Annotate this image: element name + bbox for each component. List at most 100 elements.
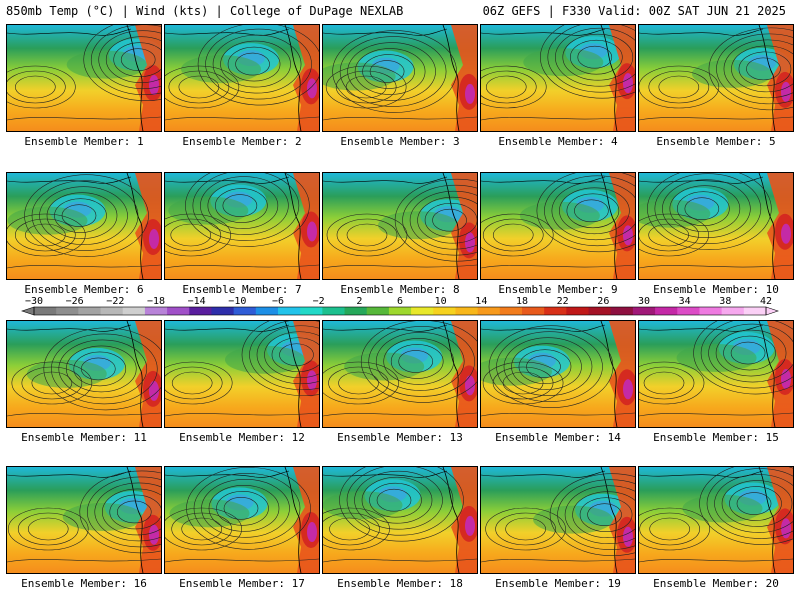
temperature-map xyxy=(481,25,635,131)
colorbar-segment xyxy=(322,307,346,315)
ensemble-member-map xyxy=(164,466,320,574)
colorbar-segment xyxy=(255,307,279,315)
colorbar-segment xyxy=(743,307,767,315)
temperature-map xyxy=(481,467,635,573)
temperature-map xyxy=(165,321,319,427)
ensemble-member-map xyxy=(638,320,794,428)
colorbar-segment xyxy=(344,307,368,315)
ensemble-member-map xyxy=(6,172,162,280)
ensemble-member-label: Ensemble Member: 7 xyxy=(182,283,302,296)
ensemble-member-label: Ensemble Member: 19 xyxy=(495,577,621,590)
temperature-map xyxy=(165,173,319,279)
temperature-map xyxy=(639,321,793,427)
ensemble-member-map xyxy=(638,466,794,574)
ensemble-member-map xyxy=(164,320,320,428)
chart-title: 850mb Temp (°C) | Wind (kts) | College o… xyxy=(6,4,404,18)
ensemble-member-map xyxy=(322,466,478,574)
colorbar-tick-label: 14 xyxy=(475,296,488,307)
ensemble-member-map xyxy=(480,320,636,428)
colorbar-tick-label: 26 xyxy=(597,296,610,307)
colorbar-tick-label: 2 xyxy=(356,296,363,307)
colorbar-segment xyxy=(610,307,634,315)
temperature-map xyxy=(7,467,161,573)
colorbar-segment xyxy=(455,307,479,315)
ensemble-member-label: Ensemble Member: 14 xyxy=(495,431,621,444)
colorbar-segment xyxy=(278,307,301,315)
ensemble-member-map xyxy=(6,320,162,428)
colorbar-segment xyxy=(477,307,501,315)
colorbar-segment xyxy=(411,307,434,315)
ensemble-member-label: Ensemble Member: 9 xyxy=(498,283,618,296)
colorbar-segment xyxy=(632,307,656,315)
colorbar-tick-label: 30 xyxy=(637,296,651,307)
ensemble-member-map xyxy=(638,24,794,132)
colorbar-tick-label: 6 xyxy=(396,296,404,307)
colorbar-segment xyxy=(122,307,146,315)
colorbar-segment xyxy=(499,307,523,315)
colorbar-segment xyxy=(100,307,124,315)
colorbar-segment xyxy=(699,307,723,315)
ensemble-member-map xyxy=(322,172,478,280)
colorbar-segment xyxy=(721,307,745,315)
colorbar-tick-label: 38 xyxy=(719,296,732,307)
colorbar-segment xyxy=(655,307,678,315)
temperature-map xyxy=(7,25,161,131)
ensemble-member-label: Ensemble Member: 8 xyxy=(340,283,460,296)
colorbar-segment xyxy=(34,307,57,315)
colorbar-tick-label: 42 xyxy=(759,296,773,307)
ensemble-member-label: Ensemble Member: 4 xyxy=(498,135,618,148)
colorbar-segment xyxy=(433,307,456,315)
temperature-map xyxy=(7,173,161,279)
ensemble-member-map xyxy=(480,466,636,574)
colorbar-graphic xyxy=(21,306,779,316)
colorbar-segment xyxy=(366,307,390,315)
colorbar-tick-label: 10 xyxy=(434,296,447,307)
ensemble-member-map xyxy=(638,172,794,280)
ensemble-member-map xyxy=(480,172,636,280)
temperature-map xyxy=(481,321,635,427)
colorbar-tick-label: −26 xyxy=(65,296,84,307)
colorbar-tick-label: 22 xyxy=(556,296,569,307)
temperature-map xyxy=(7,321,161,427)
ensemble-member-label: Ensemble Member: 18 xyxy=(337,577,463,590)
colorbar-tick-label: −14 xyxy=(187,296,206,307)
temperature-map xyxy=(639,467,793,573)
temperature-map xyxy=(639,173,793,279)
ensemble-member-label: Ensemble Member: 12 xyxy=(179,431,305,444)
ensemble-member-label: Ensemble Member: 20 xyxy=(653,577,779,590)
colorbar-tick-label: −10 xyxy=(228,296,247,307)
ensemble-member-label: Ensemble Member: 15 xyxy=(653,431,779,444)
temperature-map xyxy=(323,467,477,573)
temperature-map xyxy=(323,173,477,279)
colorbar-segment xyxy=(211,307,235,315)
ensemble-member-label: Ensemble Member: 10 xyxy=(653,283,779,296)
model-run-info: 06Z GEFS | F330 Valid: 00Z SAT JUN 21 20… xyxy=(482,4,786,18)
colorbar-segment xyxy=(566,307,590,315)
colorbar-tick-label: −18 xyxy=(146,296,166,307)
temperature-map xyxy=(165,467,319,573)
colorbar-tick-label: −22 xyxy=(106,296,125,307)
ensemble-member-label: Ensemble Member: 5 xyxy=(656,135,776,148)
ensemble-member-label: Ensemble Member: 2 xyxy=(182,135,302,148)
colorbar-max-arrow xyxy=(765,306,779,316)
ensemble-member-map xyxy=(164,24,320,132)
colorbar-segment xyxy=(588,307,612,315)
colorbar-segment xyxy=(144,307,168,315)
colorbar-tick-label: −6 xyxy=(271,296,285,307)
ensemble-member-map xyxy=(6,24,162,132)
ensemble-member-map xyxy=(6,466,162,574)
temperature-map xyxy=(323,321,477,427)
temperature-map xyxy=(481,173,635,279)
ensemble-member-label: Ensemble Member: 11 xyxy=(21,431,147,444)
ensemble-member-map xyxy=(322,24,478,132)
colorbar-segment xyxy=(189,307,212,315)
temperature-colorbar: −30 −26 −22 −18 −14 −10 −6 −2 2 6 10 14 18 22 26 30 34 38… xyxy=(14,296,786,320)
colorbar-segment xyxy=(677,307,700,315)
colorbar-min-arrow xyxy=(21,306,35,316)
ensemble-member-label: Ensemble Member: 1 xyxy=(24,135,144,148)
colorbar-segment xyxy=(522,307,545,315)
colorbar-tick-label: 18 xyxy=(515,296,529,307)
colorbar-tick-label: −2 xyxy=(312,296,325,307)
ensemble-member-map xyxy=(322,320,478,428)
colorbar-tick-label: −30 xyxy=(24,296,44,307)
